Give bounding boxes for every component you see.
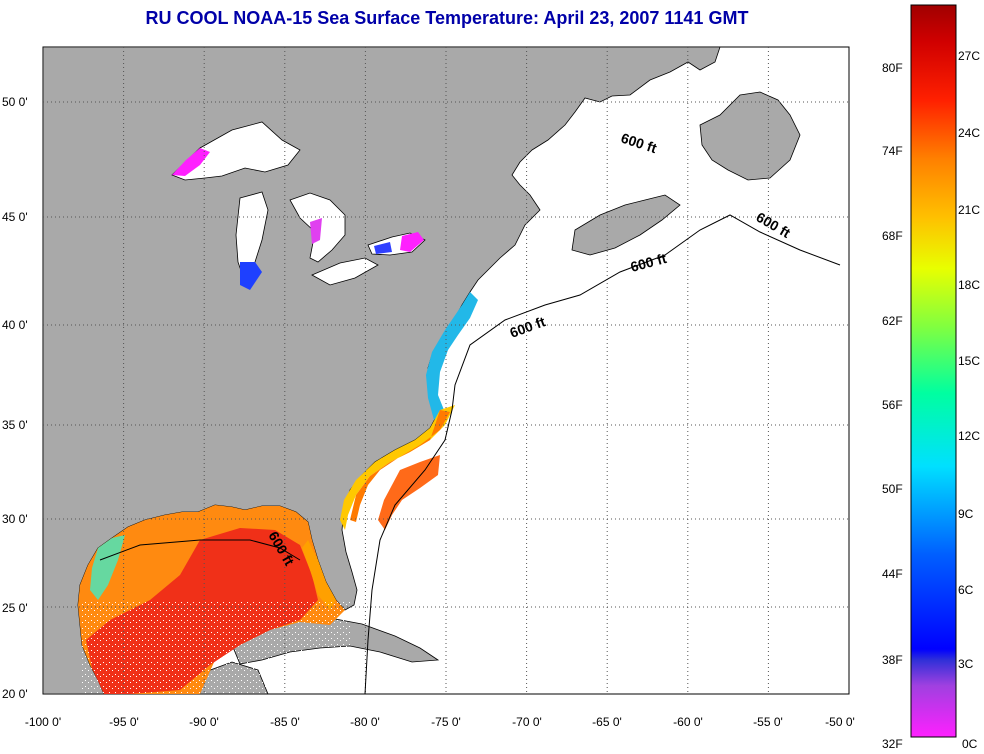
colorbar-label-c: 21C (958, 203, 980, 217)
lat-tick-labels: 20 0' 25 0' 30 0' 35 0' 40 0' 45 0' 50 0… (2, 95, 28, 701)
lon-tick: -100 0' (25, 715, 61, 729)
colorbar-label-f: 68F (882, 229, 903, 243)
lake-superior-warm-patch (172, 148, 210, 176)
lake-michigan-cold-patch (240, 262, 262, 290)
lat-tick: 35 0' (2, 418, 28, 432)
lake-huron-patch (310, 218, 322, 244)
isobath-600ft-line (364, 214, 841, 695)
colorbar-label-c: 6C (958, 583, 974, 597)
sst-gulf-stream-offshore (378, 455, 440, 530)
colorbar-label-c: 9C (958, 507, 974, 521)
lon-tick: -55 0' (753, 715, 783, 729)
colorbar-label-c: 15C (958, 354, 980, 368)
land-newfoundland (699, 91, 801, 181)
sst-mid-atlantic-cool (426, 292, 478, 420)
land-nova-scotia (571, 194, 681, 256)
chart-title: RU COOL NOAA-15 Sea Surface Temperature:… (145, 8, 749, 28)
isobath-gulf-line (99, 539, 301, 561)
lon-tick: -80 0' (350, 715, 380, 729)
colorbar-label-f: 62F (882, 314, 903, 328)
colorbar-label-c: 27C (958, 49, 980, 63)
colorbar-label-f: 32F (882, 737, 903, 751)
sst-west-florida-shelf (302, 540, 336, 610)
sst-carolina-warm (350, 410, 450, 522)
colorbar-label-f: 44F (882, 567, 903, 581)
lake-erie-patch (374, 242, 392, 254)
lake-ontario-patch (400, 232, 424, 252)
lon-tick: -85 0' (270, 715, 300, 729)
colorbar-label-c: 3C (958, 657, 974, 671)
colorbar-label-c: 18C (958, 278, 980, 292)
colorbar-label-c: 24C (958, 126, 980, 140)
lon-tick: -70 0' (512, 715, 542, 729)
colorbar-label-f: 50F (882, 482, 903, 496)
lat-tick: 20 0' (2, 687, 28, 701)
lon-tick: -75 0' (431, 715, 461, 729)
lat-tick: 25 0' (2, 601, 28, 615)
colorbar-label-f: 38F (882, 653, 903, 667)
colorbar-label-f: 80F (882, 61, 903, 75)
lon-tick: -60 0' (673, 715, 703, 729)
colorbar-label-c: 12C (958, 429, 980, 443)
sst-speckle (80, 600, 350, 694)
lon-tick-labels: -100 0' -95 0' -90 0' -85 0' -80 0' -75 … (25, 715, 855, 729)
lon-tick: -50 0' (825, 715, 855, 729)
sst-gulf-shelf-green (90, 535, 125, 600)
colorbar-celsius-labels: 0C 3C 6C 9C 12C 15C 18C 21C 24C 27C (958, 49, 980, 751)
lon-tick: -95 0' (109, 715, 139, 729)
lat-tick: 30 0' (2, 512, 28, 526)
lat-tick: 50 0' (2, 95, 28, 109)
sst-carolina-shelf (340, 405, 455, 530)
colorbar-fahrenheit-labels: 32F 38F 44F 50F 56F 62F 68F 74F 80F (882, 61, 903, 751)
colorbar (910, 4, 957, 738)
colorbar-label-f: 56F (882, 398, 903, 412)
colorbar-label-f: 74F (882, 144, 903, 158)
lat-tick: 40 0' (2, 318, 28, 332)
colorbar-label-c: 0C (962, 737, 978, 751)
lat-tick: 45 0' (2, 210, 28, 224)
lon-tick: -65 0' (592, 715, 622, 729)
lon-tick: -90 0' (189, 715, 219, 729)
